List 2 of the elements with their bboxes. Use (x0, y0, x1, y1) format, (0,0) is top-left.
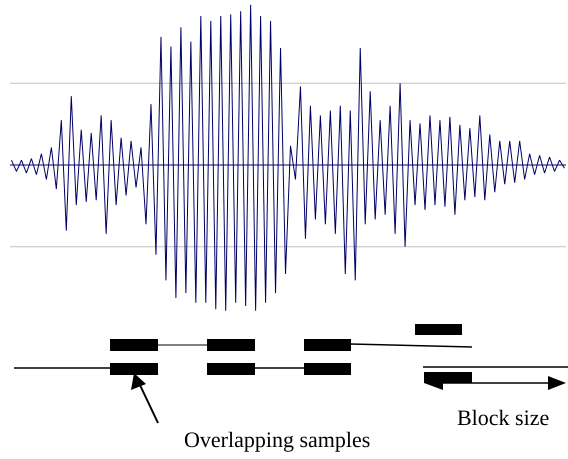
text: Overlapping samples (184, 427, 370, 452)
text: Block size (457, 405, 550, 430)
